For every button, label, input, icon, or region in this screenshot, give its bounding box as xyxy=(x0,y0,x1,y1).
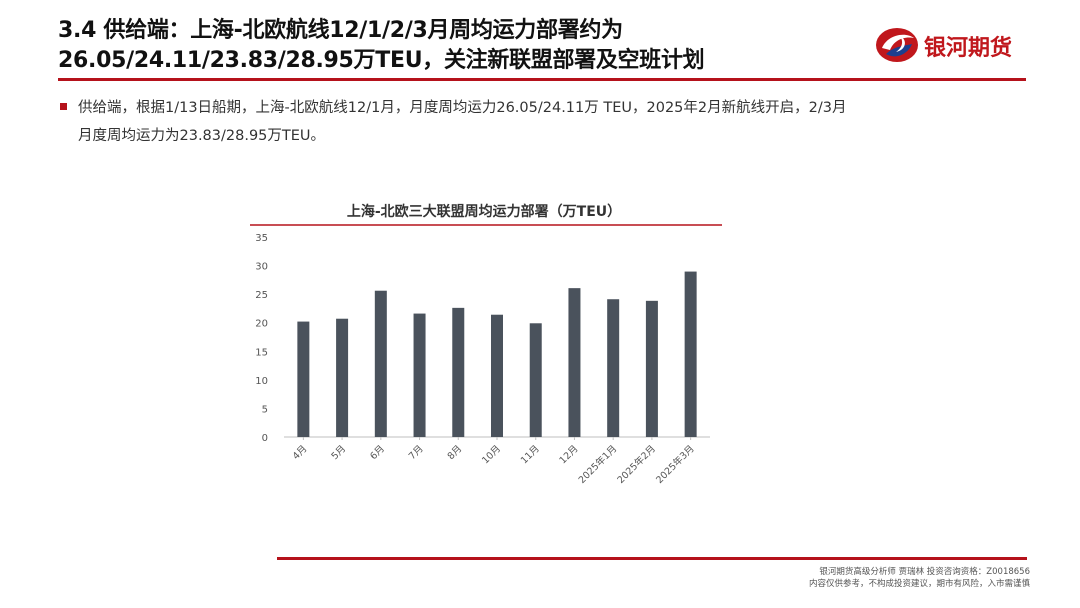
footer-line1: 银河期货高级分析师 贾瑞林 投资咨询资格：Z0018656 xyxy=(819,567,1030,577)
capacity-chart: 上海-北欧三大联盟周均运力部署（万TEU） 0 5 10 15 20 25 30 35 4月 5月 6… xyxy=(244,190,724,500)
x-tick-label: 2025年3月 xyxy=(653,443,696,486)
y-tick-label: 30 xyxy=(255,262,268,273)
y-tick-label: 20 xyxy=(255,319,268,330)
logo-text: 银河期货 xyxy=(924,36,1013,61)
y-tick-label: 0 xyxy=(262,433,268,444)
chart-title: 上海-北欧三大联盟周均运力部署（万TEU） xyxy=(347,203,621,220)
slide-title: 3.4 供给端：上海-北欧航线12/1/2/3月周均运力部署约为 26.05/2… xyxy=(58,16,858,76)
y-tick-label: 35 xyxy=(255,233,268,244)
bar xyxy=(413,313,426,437)
x-tick-label: 5月 xyxy=(329,443,348,462)
bullet-marker xyxy=(60,103,67,110)
footer-disclaimer: 银河期货高级分析师 贾瑞林 投资咨询资格：Z0018656 内容仅供参考，不构成… xyxy=(760,566,1030,590)
galaxy-logo-icon xyxy=(876,28,918,62)
x-tick-label: 12月 xyxy=(558,443,581,466)
x-tick-label: 7月 xyxy=(407,443,426,462)
footer-divider xyxy=(277,557,1027,560)
bar xyxy=(491,314,503,437)
bar xyxy=(529,323,542,437)
footer-line2: 内容仅供参考，不构成投资建议，期市有风险，入市需谨慎 xyxy=(808,579,1030,589)
chart-svg: 上海-北欧三大联盟周均运力部署（万TEU） 0 5 10 15 20 25 30 35 4月 5月 6… xyxy=(250,203,722,486)
x-tick-label: 4月 xyxy=(291,443,310,462)
bullet-line1: 供给端，根据1/13日船期，上海-北欧航线12/1月，月度周均运力26.05/2… xyxy=(78,100,847,116)
x-tick-label: 6月 xyxy=(368,443,387,462)
bar xyxy=(452,307,465,437)
bar xyxy=(684,271,697,437)
x-tick-label: 2025年2月 xyxy=(615,443,658,486)
bar xyxy=(645,300,658,437)
company-logo: 银河期货 xyxy=(872,24,1032,68)
slide-title-line2: 26.05/24.11/23.83/28.95万TEU，关注新联盟部署及空班计划 xyxy=(58,48,705,73)
bullet-line2: 月度周均运力为23.83/28.95万TEU。 xyxy=(78,128,326,144)
bar xyxy=(568,288,581,437)
y-tick-label: 5 xyxy=(262,404,268,415)
y-tick-label: 15 xyxy=(255,347,268,358)
bullet-paragraph: 供给端，根据1/13日船期，上海-北欧航线12/1月，月度周均运力26.05/2… xyxy=(78,94,1038,150)
x-tick-label: 10月 xyxy=(480,443,503,466)
y-tick-label: 25 xyxy=(255,290,268,301)
bar xyxy=(336,318,349,437)
bar xyxy=(297,321,310,437)
bar xyxy=(607,299,620,437)
x-tick-label: 8月 xyxy=(446,443,465,462)
bar xyxy=(374,290,387,437)
x-tick-label: 2025年1月 xyxy=(576,443,619,486)
title-divider xyxy=(58,78,1026,81)
y-tick-label: 10 xyxy=(255,376,268,387)
slide-title-line1: 3.4 供给端：上海-北欧航线12/1/2/3月周均运力部署约为 xyxy=(58,18,623,43)
x-tick-label: 11月 xyxy=(519,443,542,466)
